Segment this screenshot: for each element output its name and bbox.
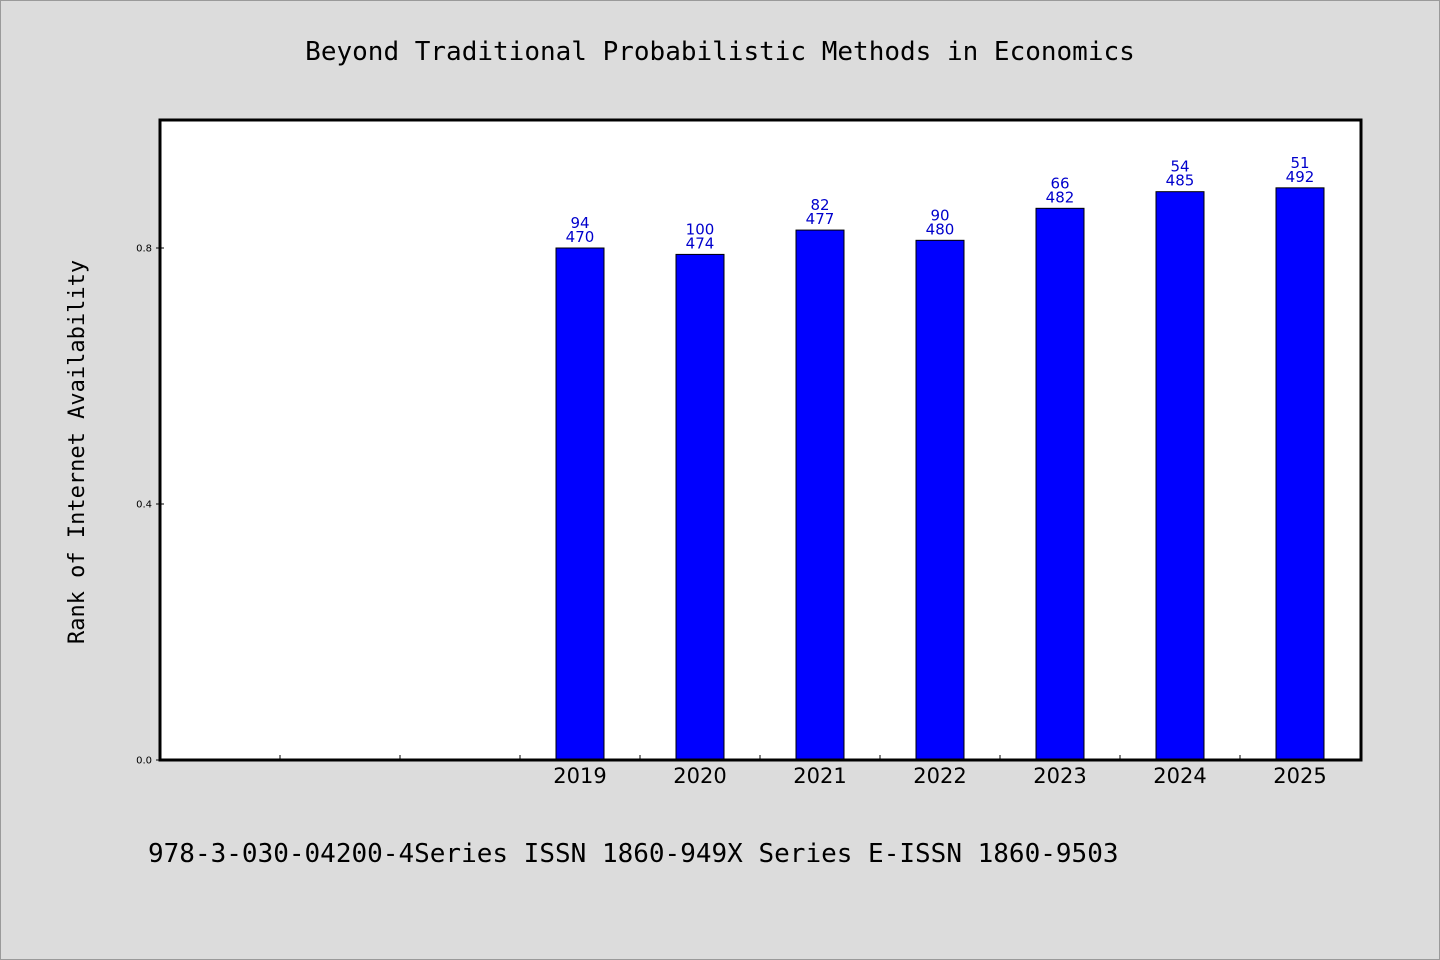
plot-border [158, 118, 1363, 762]
x-tick-label: 2021 [793, 764, 846, 788]
bar [555, 247, 605, 761]
data-label-bottom: 480 [926, 220, 955, 238]
data-label-top: 94 [570, 214, 589, 232]
data-label-top: 66 [1050, 174, 1069, 192]
x-tick-label: 2025 [1273, 764, 1326, 788]
data-label-bottom: 477 [806, 210, 835, 228]
y-tick-label: 0.0 [136, 756, 152, 767]
data-label-top: 90 [930, 206, 949, 224]
data-label-top: 51 [1290, 154, 1309, 172]
bar [1275, 187, 1325, 761]
bar [915, 239, 965, 761]
bar [1035, 207, 1085, 761]
data-label-top: 82 [810, 196, 829, 214]
footer-text: 978-3-030-04200-4Series ISSN 1860-949X S… [148, 839, 1119, 869]
data-label-top: 100 [686, 220, 715, 238]
x-tick-label: 2023 [1033, 764, 1086, 788]
bar [675, 253, 725, 761]
data-label-bottom: 485 [1166, 172, 1195, 190]
y-axis-label: Rank of Internet Availability [65, 260, 90, 644]
data-label-bottom: 482 [1046, 188, 1075, 206]
x-tick-label: 2020 [673, 764, 726, 788]
bar [1155, 191, 1205, 761]
data-label-bottom: 474 [686, 234, 715, 252]
bar [795, 229, 845, 761]
data-label-bottom: 492 [1286, 168, 1315, 186]
x-tick-label: 2024 [1153, 764, 1206, 788]
y-tick-label: 0.4 [136, 500, 152, 511]
data-label-bottom: 470 [566, 228, 595, 246]
x-tick-label: 2019 [553, 764, 606, 788]
chart-title: Beyond Traditional Probabilistic Methods… [305, 37, 1135, 67]
data-label-top: 54 [1170, 158, 1189, 176]
x-tick-label: 2022 [913, 764, 966, 788]
y-tick-label: 0.8 [136, 244, 152, 255]
